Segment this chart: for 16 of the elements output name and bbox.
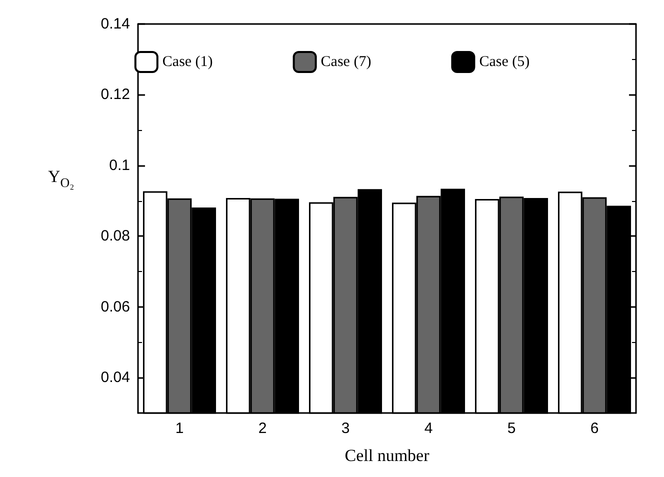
x-tick-label: 4 xyxy=(424,420,433,437)
x-tick-label: 6 xyxy=(590,420,599,437)
legend-label: Case (1) xyxy=(162,54,213,70)
legend-label: Case (5) xyxy=(479,54,530,70)
x-tick-label: 1 xyxy=(175,420,184,437)
x-tick-label: 2 xyxy=(258,420,267,437)
x-tick-label: 5 xyxy=(507,420,516,437)
y-tick-label: 0.08 xyxy=(100,228,130,245)
y-tick-label: 0.06 xyxy=(100,298,130,316)
y-tick-label: 0.04 xyxy=(100,369,130,386)
legend-label: Case (7) xyxy=(320,54,372,70)
y-tick-label: 0.14 xyxy=(100,16,130,32)
y-tick-label: 0.12 xyxy=(100,86,130,104)
x-tick-label: 3 xyxy=(341,420,350,437)
x-axis-title: Cell number xyxy=(344,446,430,465)
y-tick-label: 0.1 xyxy=(109,156,130,174)
